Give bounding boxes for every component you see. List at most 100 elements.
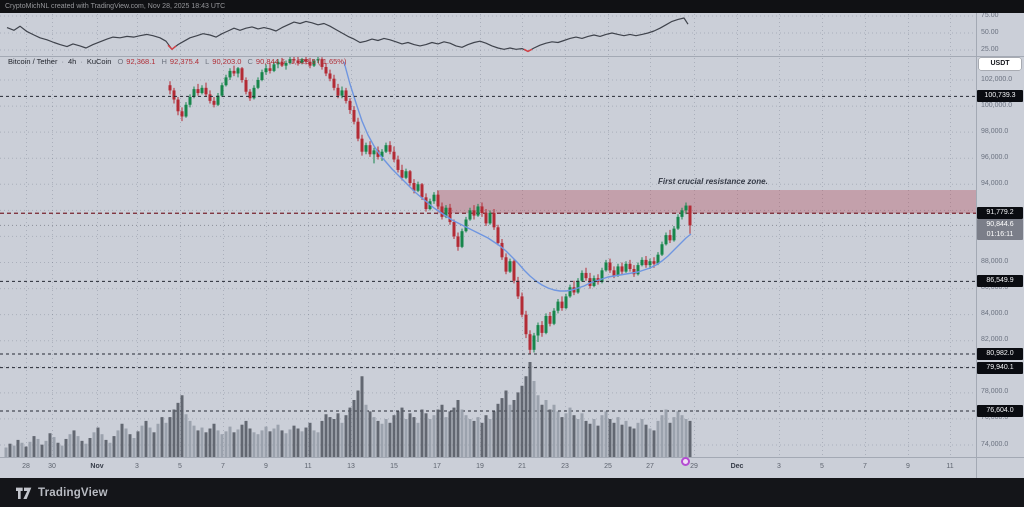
volume-bar: [64, 438, 68, 457]
candle-body: [412, 182, 416, 191]
volume-bar: [196, 430, 200, 457]
volume-bar: [288, 429, 292, 457]
volume-bar: [560, 417, 564, 457]
candle-body: [288, 59, 292, 64]
volume-bar: [316, 432, 320, 457]
candle-body: [392, 151, 396, 160]
currency-button[interactable]: USDT: [979, 58, 1021, 70]
volume-bar: [416, 422, 420, 457]
exchange-label: KuCoin: [86, 57, 112, 66]
candle-body: [680, 210, 684, 217]
candle-body: [508, 261, 512, 272]
volume-bar: [144, 420, 148, 457]
volume-bar: [412, 417, 416, 457]
volume-bar: [528, 362, 532, 457]
volume-bar: [76, 436, 80, 457]
volume-bar: [204, 432, 208, 457]
volume-bar: [392, 415, 396, 457]
realtime-marker-icon[interactable]: [681, 457, 690, 466]
candle-body: [420, 184, 424, 198]
volume-bar: [340, 422, 344, 457]
volume-bar: [276, 424, 280, 457]
volume-bar: [544, 400, 548, 457]
volume-bar: [348, 407, 352, 457]
volume-bar: [588, 423, 592, 457]
candle-body: [480, 206, 484, 213]
candle-body: [404, 171, 408, 178]
candle-body: [644, 259, 648, 266]
volume-bar: [156, 423, 160, 457]
volume-bar: [216, 430, 220, 457]
volume-bar: [436, 409, 440, 457]
candle-body: [624, 263, 628, 272]
candle-body: [456, 236, 460, 247]
volume-bar: [60, 445, 64, 457]
volume-bar: [312, 430, 316, 457]
candle-body: [212, 100, 216, 105]
interval-label: 4h: [67, 57, 77, 66]
candle-body: [588, 278, 592, 286]
volume-bar: [672, 417, 676, 457]
legend-separator: ·: [80, 57, 83, 66]
high-label: H: [161, 57, 167, 66]
resistance-zone[interactable]: [437, 190, 976, 214]
volume-bar: [640, 419, 644, 457]
volume-bar: [48, 433, 52, 457]
volume-bar: [548, 409, 552, 457]
volume-bar: [152, 432, 156, 457]
candle-body: [600, 270, 604, 283]
volume-bar: [264, 426, 268, 457]
candle-body: [676, 216, 680, 229]
candle-body: [424, 197, 428, 210]
volume-bar: [424, 413, 428, 457]
volume-bar: [84, 443, 88, 457]
volume-bar: [540, 404, 544, 457]
candle-body: [188, 96, 192, 105]
attribution-bar: CryptoMichNL created with TradingView.co…: [0, 0, 1024, 13]
candle-body: [256, 80, 260, 88]
volume-bar: [492, 411, 496, 457]
candle-body: [444, 207, 448, 217]
volume-bar: [284, 433, 288, 457]
volume-bar: [260, 430, 264, 457]
candle-body: [684, 205, 688, 211]
candle-body: [576, 280, 580, 293]
volume-bar: [4, 447, 8, 457]
candle-body: [384, 145, 388, 152]
open-label: O: [117, 57, 124, 66]
candle-body: [236, 68, 240, 74]
volume-bar: [356, 390, 360, 457]
volume-bar: [236, 429, 240, 457]
candle-body: [364, 145, 368, 152]
volume-bar: [484, 415, 488, 457]
volume-bar: [36, 438, 40, 457]
volume-bar: [168, 417, 172, 457]
volume-bar: [656, 420, 660, 457]
volume-bar: [12, 445, 16, 457]
candle-body: [396, 159, 400, 170]
candle-body: [608, 262, 612, 271]
volume-bars: [4, 362, 692, 457]
candle-body: [612, 270, 616, 276]
change-value: -1,523.5 (-1.65%): [288, 57, 347, 66]
volume-bar: [512, 400, 516, 457]
candle-body: [180, 111, 184, 117]
candle-body: [316, 59, 320, 61]
candle-body: [224, 77, 228, 86]
volume-bar: [88, 438, 92, 457]
symbol-name: Bitcoin / Tether: [8, 57, 58, 66]
candle-body: [248, 91, 252, 99]
volume-bar: [160, 417, 164, 457]
candle-body: [300, 59, 304, 64]
tradingview-logo[interactable]: TradingView: [16, 486, 108, 500]
volume-bar: [148, 427, 152, 457]
candle-body: [192, 89, 196, 97]
candle-body: [552, 310, 556, 324]
symbol-legend[interactable]: Bitcoin / Tether · 4h · KuCoin O 92,368.…: [8, 57, 346, 66]
candle-body: [172, 90, 176, 100]
volume-bar: [20, 442, 24, 457]
candle-body: [648, 261, 652, 266]
volume-bar: [532, 381, 536, 457]
volume-bar: [296, 428, 300, 457]
